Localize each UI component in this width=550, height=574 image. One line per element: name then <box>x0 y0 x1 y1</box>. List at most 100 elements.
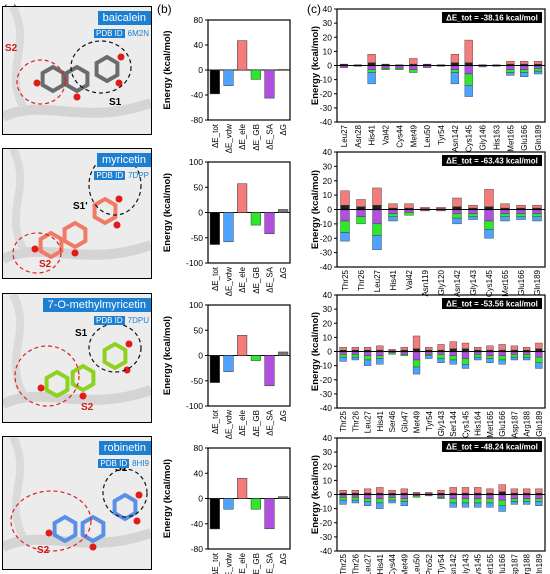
energy-term-bar <box>264 355 275 387</box>
residue-negative-bar <box>449 355 457 361</box>
residue-positive-bar <box>452 197 462 207</box>
residue-negative-bar <box>339 356 347 362</box>
residue-label: Thr26 <box>351 553 360 574</box>
residue-label: Met49 <box>400 553 409 574</box>
residue-positive-bar <box>363 347 372 351</box>
residue-negative-bar <box>363 355 372 361</box>
pdb-id-row: PDB ID 7DPP <box>94 171 149 180</box>
residue-negative-bar <box>461 358 470 365</box>
residue-negative-bar <box>523 501 531 505</box>
residue-positive-bar <box>510 488 519 494</box>
y-tick-label: 100 <box>189 157 203 167</box>
residue-positive-bar <box>484 189 494 207</box>
site-s1-outline <box>88 323 142 373</box>
residue-positive-bar <box>412 492 421 494</box>
residue-positive-bar <box>436 207 446 209</box>
residue-negative-bar <box>520 72 529 77</box>
residue-positive-bar <box>400 347 408 351</box>
oxygen-atom <box>71 249 79 257</box>
category-label: ΔE_vdw <box>225 267 234 297</box>
category-label: ΔG <box>279 124 288 136</box>
residue-positive-bar <box>461 487 470 494</box>
ligand-ring <box>52 514 78 544</box>
residue-positive-bar <box>498 344 506 351</box>
residue-negative-bar <box>450 69 459 73</box>
residue-label: Met49 <box>413 410 422 433</box>
residue-label: Thr25 <box>339 553 348 574</box>
ligand-ring <box>112 492 138 522</box>
residue-label: Arg188 <box>523 553 532 574</box>
residue-label: Gly143 <box>461 553 470 574</box>
y-tick-label: 0 <box>327 61 332 71</box>
energy-term-bar <box>250 498 261 510</box>
residue-label: His41 <box>376 410 385 431</box>
residue-positive-bar <box>409 58 418 65</box>
residue-negative-bar <box>498 351 506 356</box>
residue-positive-bar <box>351 347 359 351</box>
residue-negative-bar <box>510 356 519 361</box>
energy-term-bar <box>237 335 248 356</box>
residue-negative-bar <box>363 501 372 507</box>
chart-b-7-O-methylmyricetin: -100 -50 0 50 100 Energy (kcal/mol) ΔE_tot ΔE_v… <box>162 300 291 439</box>
residue-negative-bar <box>486 494 494 499</box>
site-s2-outline <box>14 345 80 407</box>
residue-label: Asn119 <box>421 269 430 296</box>
residue-negative-bar <box>381 68 390 70</box>
residue-negative-bar <box>376 502 384 509</box>
residue-negative-bar <box>376 358 384 365</box>
residue-label: Leu27 <box>364 410 373 433</box>
residue-negative-bar <box>437 358 445 364</box>
energy-term-bar <box>278 209 289 213</box>
residue-negative-bar <box>516 216 526 220</box>
residue-negative-bar <box>400 354 408 356</box>
total-energy-badge <box>442 441 542 452</box>
residue-negative-bar <box>523 494 531 499</box>
residue-negative-bar <box>376 494 384 499</box>
residue-negative-bar <box>452 217 462 225</box>
y-tick-label: 0 <box>198 208 203 218</box>
residue-label: Glu166 <box>517 269 526 295</box>
residue-negative-bar <box>474 498 482 504</box>
y-tick-label: -30 <box>320 532 333 542</box>
y-tick-label: -50 <box>191 376 204 386</box>
residue-label: His41 <box>376 553 385 574</box>
residue-negative-bar <box>533 70 543 75</box>
residue-negative-bar <box>474 354 482 358</box>
residue-negative-bar <box>486 498 494 504</box>
residue-negative-bar <box>449 359 457 365</box>
residue-negative-bar <box>351 356 359 361</box>
ligand-ring <box>64 64 90 94</box>
molecule-name: myricetin <box>96 153 151 167</box>
residue-negative-bar <box>468 213 478 217</box>
residue-positive-bar <box>425 492 433 494</box>
y-tick-label: 40 <box>323 290 333 300</box>
residue-positive-bar <box>388 349 396 351</box>
residue-label: Gln189 <box>533 269 542 295</box>
residue-negative-bar <box>449 502 457 508</box>
residue-label: Glu47 <box>400 410 409 432</box>
y-tick-label: 0 <box>327 347 332 357</box>
residue-negative-bar <box>425 354 433 356</box>
residue-negative-bar <box>356 209 366 217</box>
residue-negative-bar <box>523 356 531 361</box>
residue-label: Tyr54 <box>425 410 434 431</box>
energy-term-bar <box>223 212 234 243</box>
residue-negative-bar <box>500 209 510 215</box>
residue-negative-bar <box>498 499 506 506</box>
oxygen-atom <box>115 79 123 87</box>
residue-negative-bar <box>351 497 359 501</box>
residue-negative-bar <box>412 359 421 368</box>
energy-term-bar <box>237 40 248 71</box>
energy-term-bar <box>223 498 234 510</box>
site-s2-outline <box>16 59 66 105</box>
residue-negative-bar <box>484 229 494 239</box>
site-label-s1: S1' <box>73 201 88 212</box>
y-tick-label: -20 <box>320 518 333 528</box>
pdb-code: 8HI9 <box>132 459 149 468</box>
residue-negative-bar <box>351 499 359 504</box>
residue-negative-bar <box>450 72 459 85</box>
residue-negative-bar <box>452 209 462 215</box>
residue-positive-bar <box>523 347 531 351</box>
residue-negative-bar <box>450 65 459 70</box>
category-label: ΔE_GB <box>252 553 261 574</box>
